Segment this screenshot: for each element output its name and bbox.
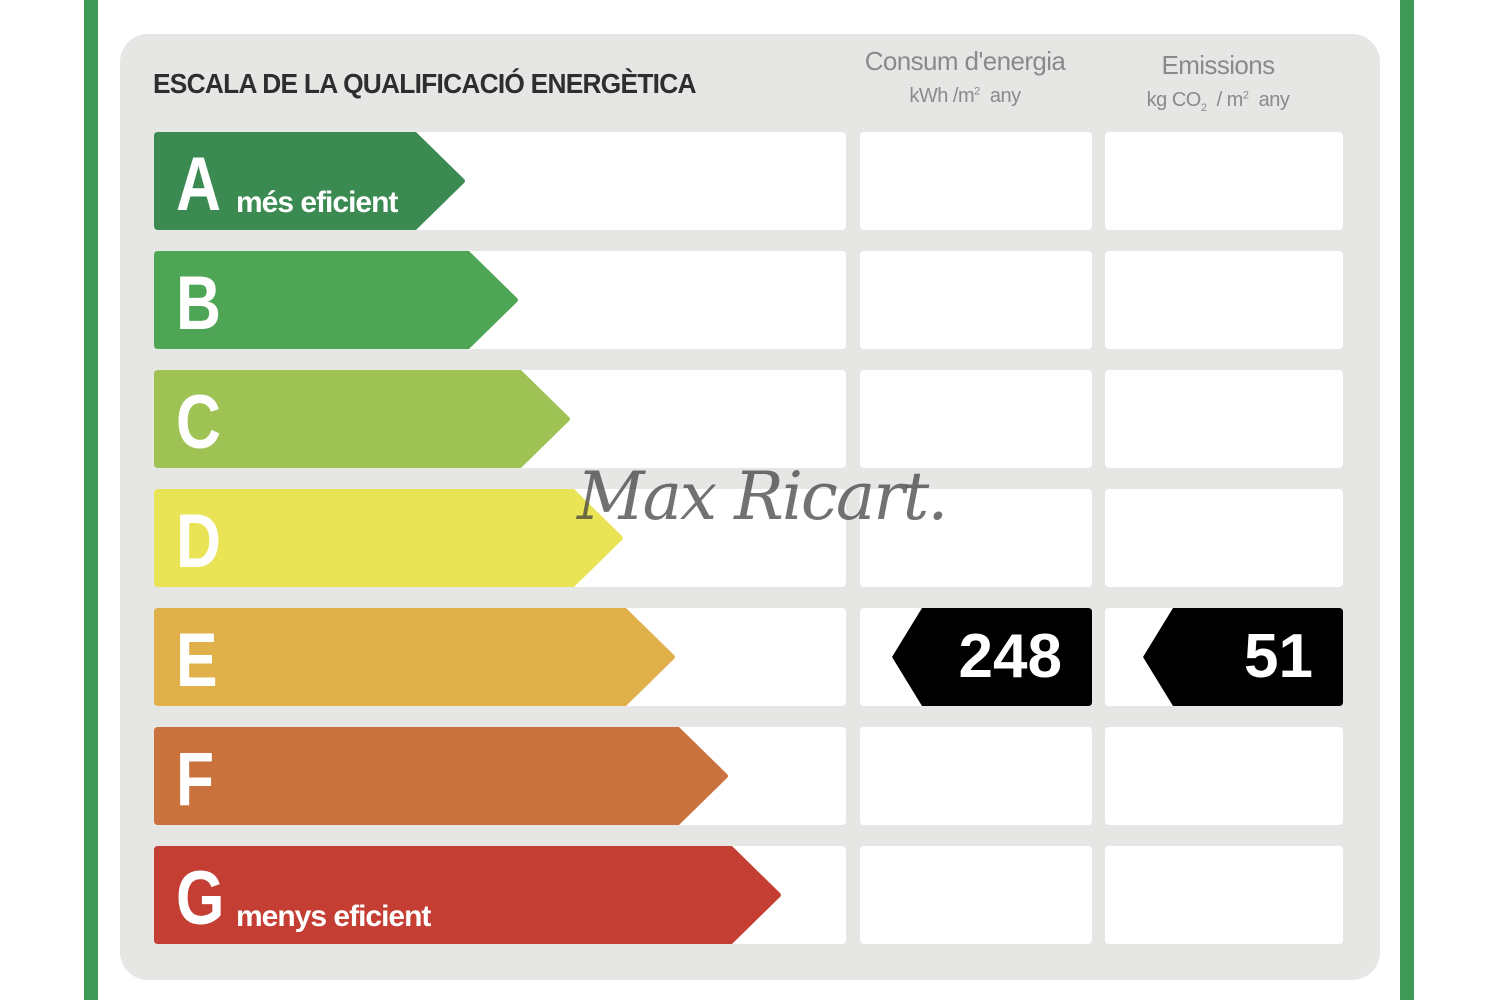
rating-letter: C (176, 380, 222, 465)
rating-row-e: E 248 51 (0, 608, 1500, 706)
rating-row-d: D (0, 489, 1500, 587)
rating-arrow-g (154, 846, 782, 944)
energy-column-header: Consum d'energia kWh /m2 any (862, 46, 1068, 108)
rating-arrow-e (154, 608, 676, 706)
rating-arrow-b (154, 251, 519, 349)
energy-value-cell (860, 727, 1092, 825)
frame-line-left (84, 0, 98, 1000)
emissions-column-header: Emissions kg CO2 / m2 any (1108, 50, 1328, 114)
emissions-marker: 51 (1143, 608, 1343, 706)
emissions-value-cell (1105, 370, 1343, 468)
scale-title: ESCALA DE LA QUALIFICACIÓ ENERGÈTICA (153, 68, 696, 99)
rating-sublabel: menys eficient (236, 900, 431, 933)
emissions-value-cell (1105, 132, 1343, 230)
rating-arrow-d (154, 489, 624, 587)
rating-arrow-c (154, 370, 571, 468)
rating-letter: B (176, 261, 222, 346)
emissions-value-cell (1105, 251, 1343, 349)
emissions-column-label: Emissions (1161, 50, 1275, 80)
rating-letter: D (176, 499, 222, 584)
energy-value-cell (860, 489, 1092, 587)
energy-column-unit: kWh /m2 any (909, 85, 1021, 107)
rating-row-b: B (0, 251, 1500, 349)
rating-letter: G (176, 856, 225, 941)
rating-letter: E (176, 618, 218, 703)
energy-marker: 248 (892, 608, 1092, 706)
watermark-logo: Max Ricart. (577, 458, 948, 535)
rating-letter: A (176, 142, 222, 227)
emissions-value-cell (1105, 727, 1343, 825)
rating-arrow-f (154, 727, 729, 825)
rating-row-c: C (0, 370, 1500, 468)
energy-column-label: Consum d'energia (864, 46, 1066, 76)
rating-sublabel: més eficient (236, 186, 398, 219)
emissions-value-cell (1105, 846, 1343, 944)
emissions-column-unit: kg CO2 / m2 any (1146, 89, 1290, 114)
rating-letter: F (176, 737, 215, 822)
emissions-marker-value: 51 (1244, 622, 1313, 691)
energy-value-cell (860, 251, 1092, 349)
energy-value-cell (860, 370, 1092, 468)
energy-marker-value: 248 (958, 622, 1062, 691)
emissions-value-cell (1105, 489, 1343, 587)
rating-row-f: F (0, 727, 1500, 825)
energy-value-cell (860, 132, 1092, 230)
rating-arrow-a (154, 132, 466, 230)
energy-value-cell (860, 846, 1092, 944)
frame-line-right (1400, 0, 1414, 1000)
